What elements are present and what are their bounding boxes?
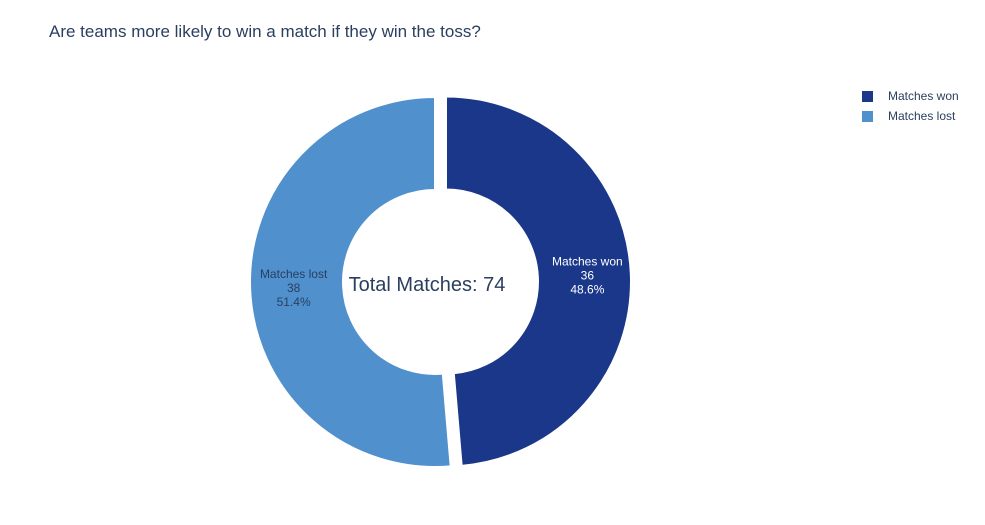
slice-matches-lost[interactable] bbox=[249, 95, 452, 468]
legend-item-won[interactable]: Matches won bbox=[862, 86, 959, 106]
center-label: Total Matches: 74 bbox=[349, 274, 506, 296]
legend-swatch-won bbox=[862, 90, 873, 102]
slice-label-matches-lost: Matches lost 38 51.4% bbox=[260, 267, 328, 309]
chart-title: Are teams more likely to win a match if … bbox=[49, 22, 481, 41]
legend-swatch-lost bbox=[862, 110, 873, 122]
slice-matches-won[interactable] bbox=[444, 95, 632, 467]
legend: Matches won Matches lost bbox=[862, 86, 959, 126]
slices-group bbox=[249, 95, 632, 468]
slice-labels-group: Matches won 36 48.6% Matches lost 38 51.4% bbox=[260, 255, 623, 309]
legend-label-lost: Matches lost bbox=[888, 109, 956, 123]
slice-label-matches-won: Matches won 36 48.6% bbox=[552, 255, 623, 297]
legend-item-lost[interactable]: Matches lost bbox=[862, 106, 959, 126]
legend-label-won: Matches won bbox=[888, 89, 959, 103]
